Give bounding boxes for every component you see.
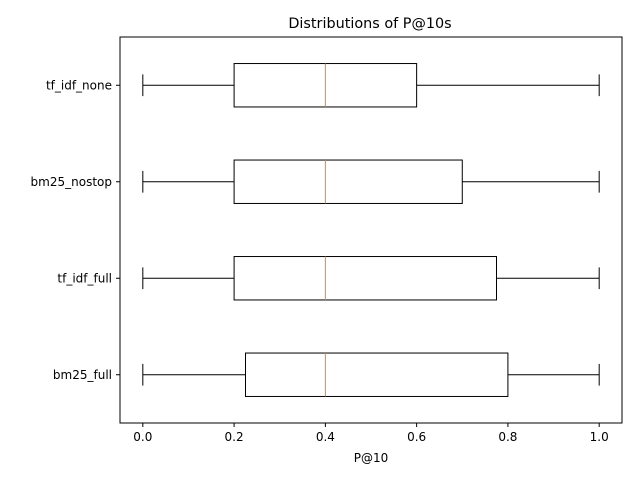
chart-marks: 0.0 0.2 0.4 0.6 0.8 1.0 bm25_full tf_idf_full bm… [31, 63, 609, 444]
chart-title: Distributions of P@10s [288, 16, 451, 32]
x-tick-label: 0.4 [316, 430, 335, 444]
box [245, 352, 509, 397]
y-tick-label: tf_idf_full [57, 271, 112, 285]
plot-frame [119, 36, 623, 424]
box [233, 256, 497, 301]
box [233, 159, 463, 204]
x-tick-label: 0.2 [225, 430, 244, 444]
y-tick-label: bm25_nostop [31, 175, 112, 189]
x-tick-label: 0.8 [498, 430, 517, 444]
x-tick-label: 0.0 [133, 430, 152, 444]
x-axis-label: P@10 [354, 451, 389, 465]
y-tick-label: bm25_full [53, 368, 112, 382]
y-tick-label: tf_idf_none [46, 78, 112, 92]
x-tick-label: 0.6 [407, 430, 426, 444]
x-tick-label: 1.0 [590, 430, 609, 444]
